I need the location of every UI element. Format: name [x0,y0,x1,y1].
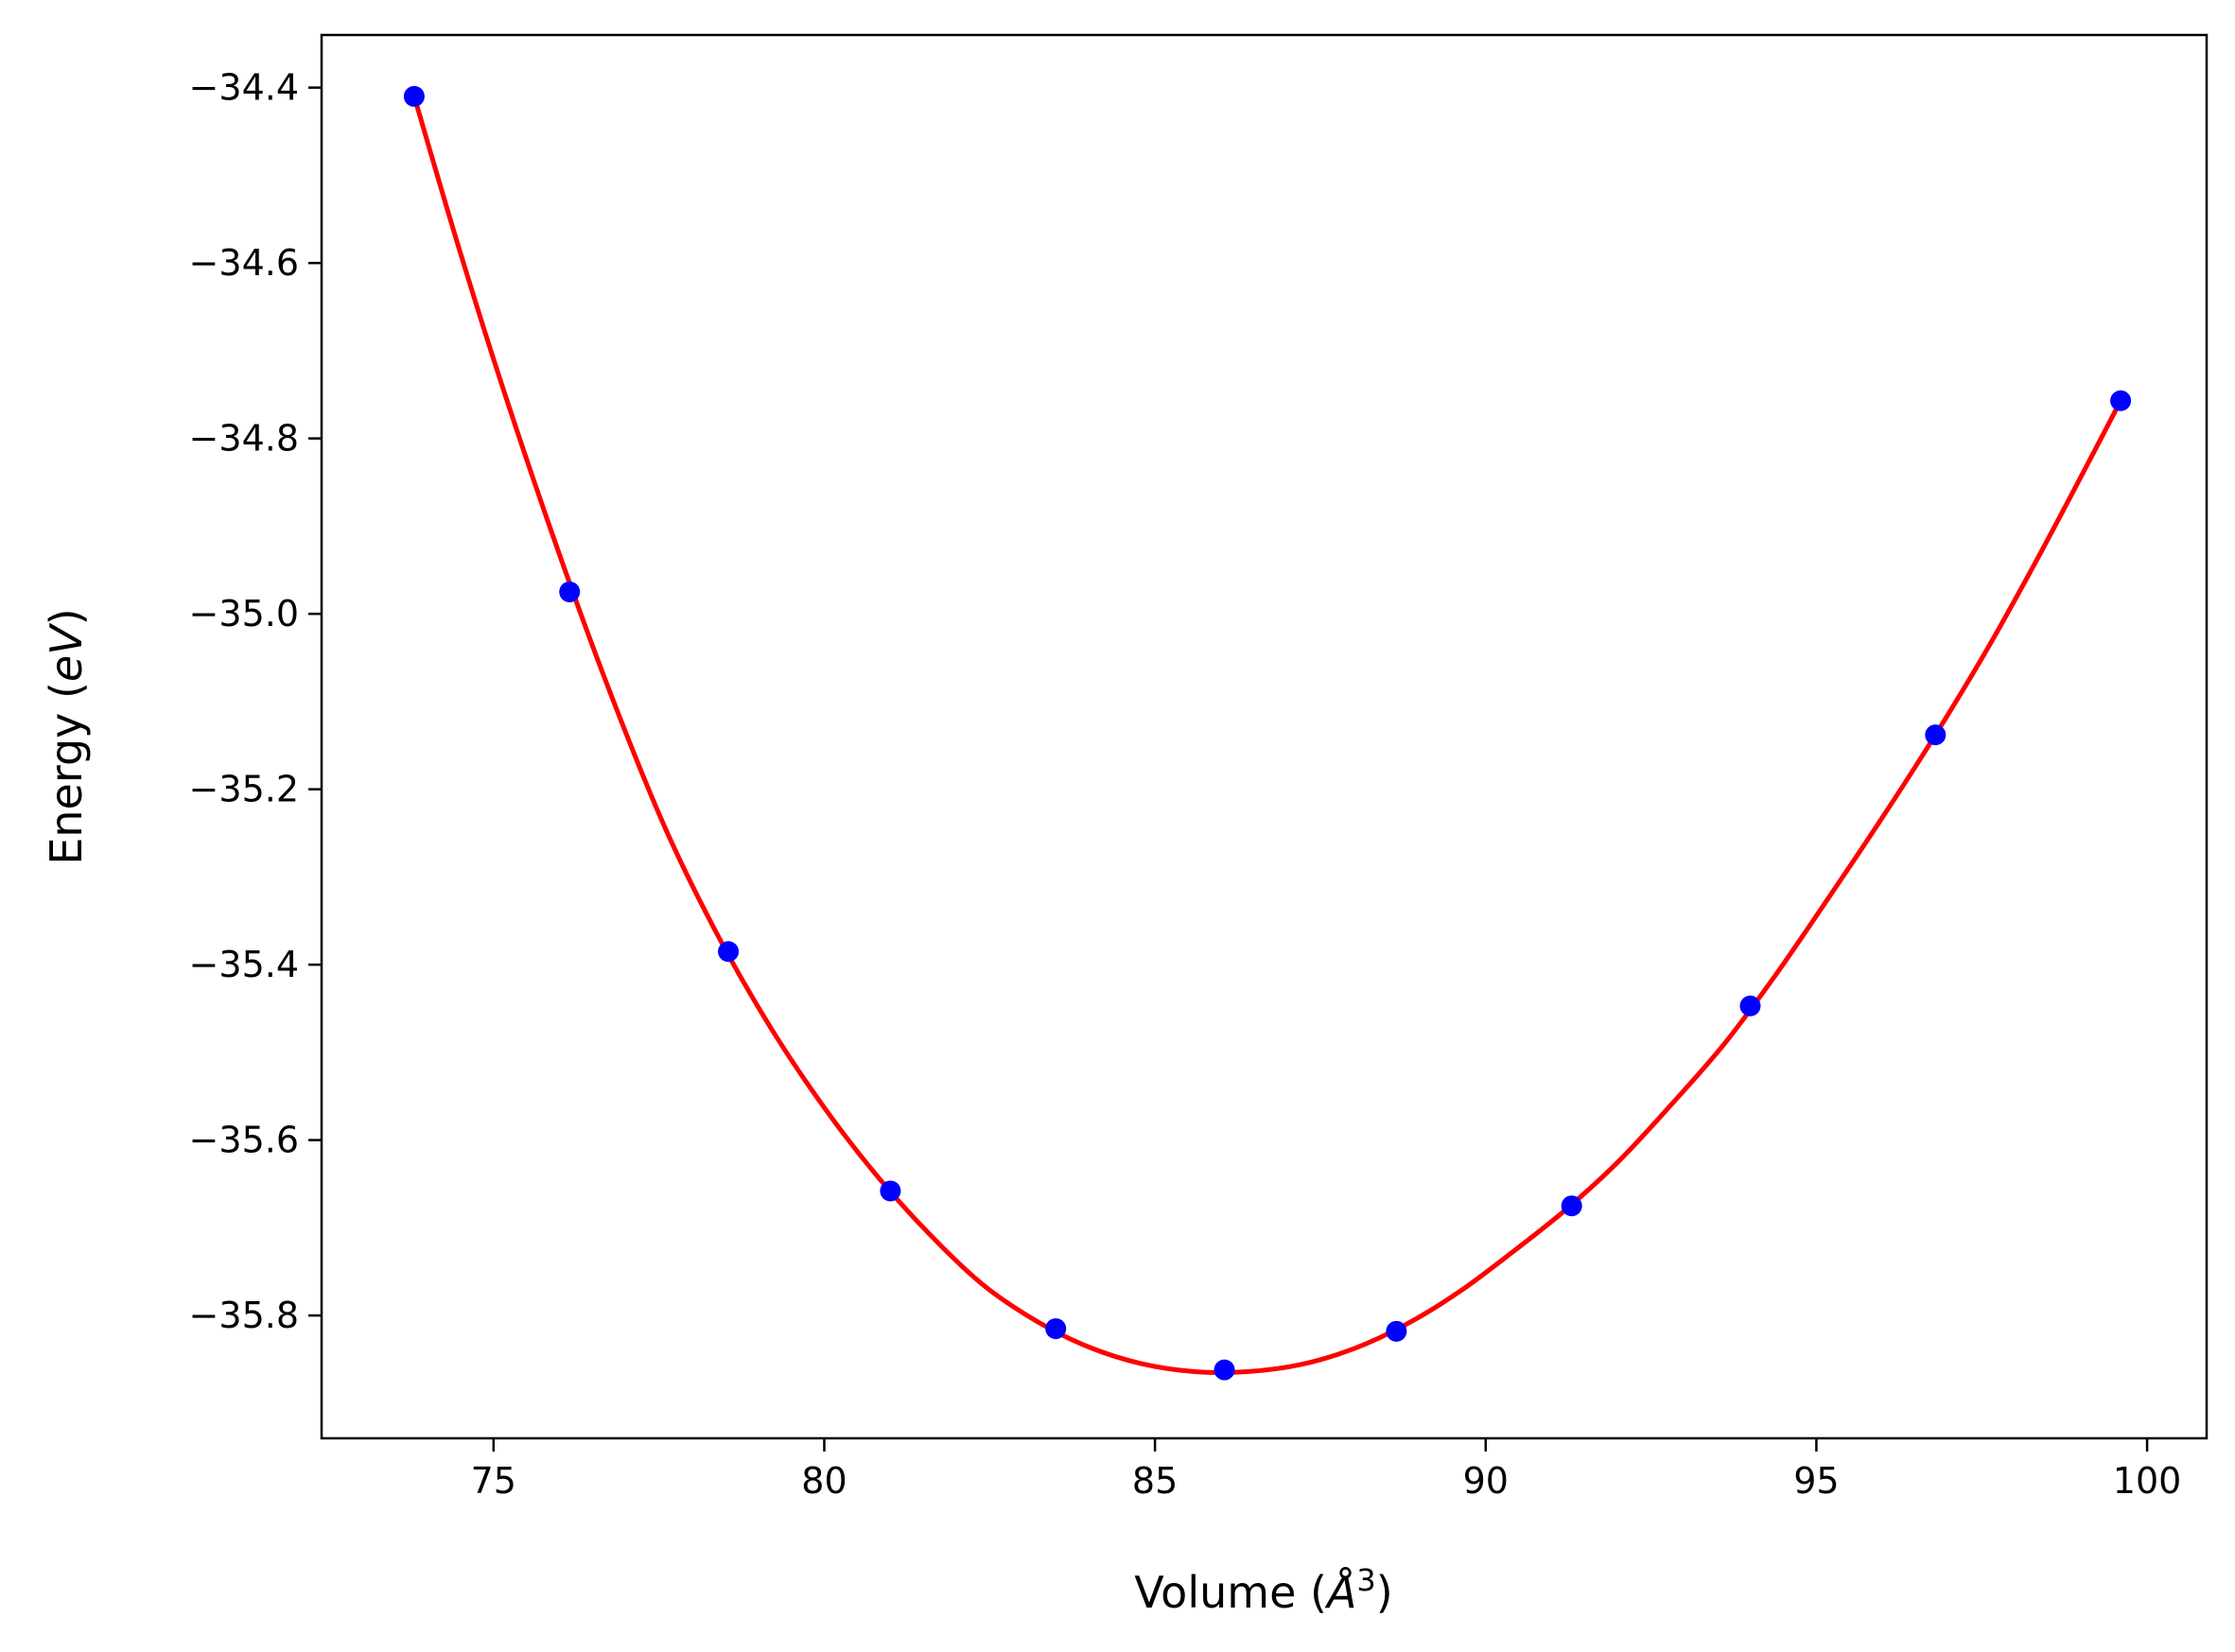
y-tick-label: −34.4 [189,67,299,109]
x-tick-label: 80 [801,1460,847,1502]
data-point [1739,995,1761,1017]
y-tick-label: −35.0 [189,593,299,635]
data-point [403,85,425,107]
y-axis-ticks: −34.4 −34.6 −34.8 −35.0 −35.2 −35.4 −35.6 −35.8 [189,67,322,1336]
x-tick-label: 100 [2113,1460,2182,1502]
data-point [1045,1318,1067,1340]
x-tick-label: 85 [1132,1460,1178,1502]
data-point [718,941,740,963]
data-point [880,1180,901,1202]
y-tick-label: −35.8 [189,1295,299,1336]
data-point [1561,1195,1582,1217]
y-axis-label-suffix: ) [41,608,92,625]
y-tick-label: −35.6 [189,1120,299,1161]
data-point [559,581,581,602]
x-axis-label-prefix: Volume ( [1134,1567,1327,1618]
x-axis-label: Volume (Å3) [1134,1562,1392,1618]
x-axis-label-exponent: 3 [1356,1562,1375,1598]
data-point [2110,390,2132,411]
y-tick-label: −35.2 [189,769,299,810]
y-axis-label-prefix: Energy ( [41,682,92,865]
y-tick-label: −34.8 [189,418,299,460]
y-tick-label: −35.4 [189,944,299,985]
plot-area [403,85,2132,1381]
x-tick-label: 95 [1793,1460,1839,1502]
x-tick-label: 90 [1463,1460,1509,1502]
x-axis-label-suffix: ) [1376,1567,1393,1618]
x-axis-label-unit: Å [1324,1567,1356,1618]
data-point [1925,724,1947,746]
data-point [1386,1320,1407,1342]
y-axis-label-unit: eV [41,622,92,682]
x-tick-label: 75 [471,1460,516,1502]
data-point [1214,1359,1235,1381]
axes-frame [320,33,2209,1440]
y-axis-label: Energy (eV) [41,608,92,864]
y-tick-label: −34.6 [189,242,299,284]
x-axis-ticks: 75 80 85 90 95 100 [471,1438,2182,1502]
